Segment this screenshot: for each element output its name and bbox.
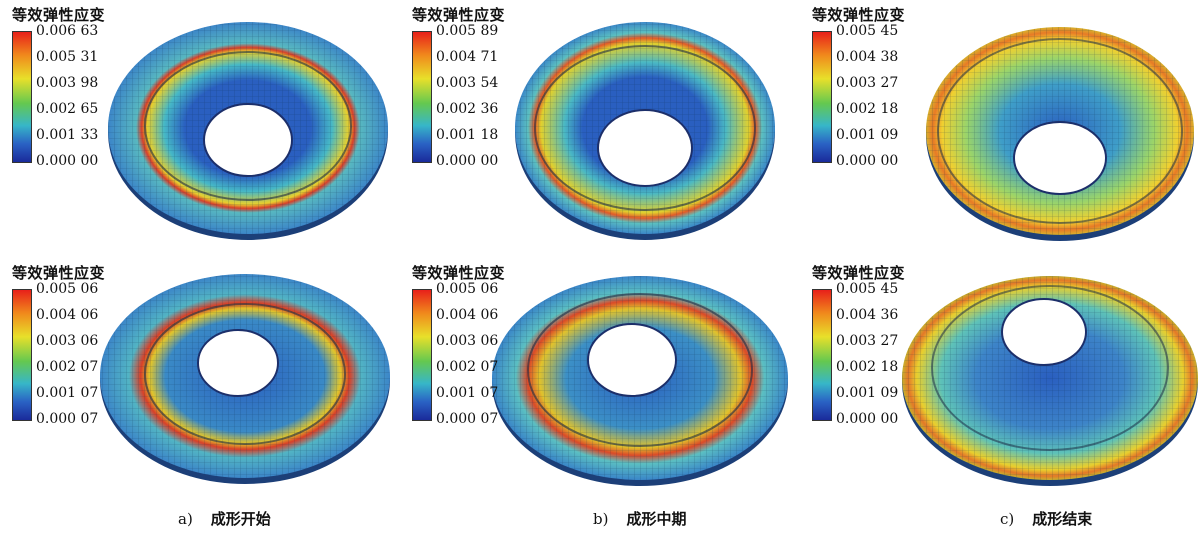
legend-tick: 0.004 71 [436, 49, 499, 65]
legend: 等效弹性应变 0.005 89 0.004 71 0.003 54 0.002 … [410, 4, 550, 169]
panel-b-bottom: 等效弹性应变 0.005 06 0.004 06 0.003 06 0.002 … [400, 258, 800, 513]
strain-contour-plot [100, 274, 390, 484]
legend: 等效弹性应变 0.006 63 0.005 31 0.003 98 0.002 … [10, 4, 150, 169]
legend-tick: 0.002 07 [436, 359, 499, 375]
legend-tick: 0.003 27 [836, 333, 899, 349]
legend-tick: 0.004 06 [436, 307, 499, 323]
legend-tick: 0.003 98 [36, 75, 99, 91]
legend-tick: 0.002 07 [36, 359, 99, 375]
legend-tick: 0.003 06 [36, 333, 99, 349]
legend-tick: 0.001 09 [836, 385, 899, 401]
legend-tick: 0.001 07 [436, 385, 499, 401]
caption-text: 成形结束 [1032, 510, 1093, 528]
legend-tick: 0.004 06 [36, 307, 99, 323]
caption-c: c) 成形结束 [1000, 508, 1092, 529]
legend: 等效弹性应变 0.005 45 0.004 38 0.003 27 0.002 … [810, 4, 950, 169]
colorbar [412, 31, 432, 163]
legend-tick: 0.005 31 [36, 49, 99, 65]
legend-tick: 0.004 38 [836, 49, 899, 65]
panel-b-top: 等效弹性应变 0.005 89 0.004 71 0.003 54 0.002 … [400, 0, 800, 255]
colorbar [412, 289, 432, 421]
legend-tick: 0.005 06 [436, 281, 499, 297]
legend-tick: 0.002 18 [836, 101, 899, 117]
strain-contour-plot [902, 276, 1198, 486]
panel-a-top: 等效弹性应变 0.006 63 0.005 31 0.003 98 0.002 … [0, 0, 400, 255]
legend-tick: 0.003 06 [436, 333, 499, 349]
legend-tick: 0.000 00 [836, 411, 899, 427]
colorbar [812, 31, 832, 163]
legend-title: 等效弹性应变 [12, 264, 106, 282]
legend-title: 等效弹性应变 [12, 6, 106, 24]
legend-tick: 0.000 07 [36, 411, 99, 427]
legend-title: 等效弹性应变 [412, 6, 506, 24]
strain-contour-plot [492, 276, 788, 486]
caption-text: 成形开始 [210, 510, 271, 528]
caption-letter: c) [1000, 510, 1015, 528]
colorbar [12, 31, 32, 163]
legend-title: 等效弹性应变 [412, 264, 506, 282]
caption-a: a) 成形开始 [178, 508, 271, 529]
caption-letter: a) [178, 510, 193, 528]
legend-tick: 0.002 36 [436, 101, 499, 117]
legend: 等效弹性应变 0.005 45 0.004 36 0.003 27 0.002 … [810, 262, 950, 427]
legend-tick: 0.001 07 [36, 385, 99, 401]
legend-tick: 0.000 07 [436, 411, 499, 427]
legend-tick: 0.002 65 [36, 101, 99, 117]
legend-tick: 0.001 33 [36, 127, 99, 143]
legend-tick: 0.000 00 [36, 153, 99, 169]
legend-tick: 0.003 27 [836, 75, 899, 91]
legend-tick: 0.000 00 [436, 153, 499, 169]
legend-title: 等效弹性应变 [812, 264, 906, 282]
strain-contour-plot [926, 27, 1194, 241]
caption-text: 成形中期 [626, 510, 687, 528]
panel-c-bottom: 等效弹性应变 0.005 45 0.004 36 0.003 27 0.002 … [800, 258, 1200, 513]
legend: 等效弹性应变 0.005 06 0.004 06 0.003 06 0.002 … [10, 262, 150, 427]
legend-tick: 0.001 09 [836, 127, 899, 143]
colorbar [812, 289, 832, 421]
panel-a-bottom: 等效弹性应变 0.005 06 0.004 06 0.003 06 0.002 … [0, 258, 400, 513]
legend-tick: 0.003 54 [436, 75, 499, 91]
legend-tick: 0.005 45 [836, 23, 899, 39]
caption-b: b) 成形中期 [593, 508, 686, 529]
caption-letter: b) [593, 510, 609, 528]
strain-contour-plot [108, 22, 388, 240]
legend-tick: 0.001 18 [436, 127, 499, 143]
panel-c-top: 等效弹性应变 0.005 45 0.004 38 0.003 27 0.002 … [800, 0, 1200, 255]
colorbar [12, 289, 32, 421]
strain-contour-plot [515, 22, 775, 240]
legend-tick: 0.006 63 [36, 23, 99, 39]
legend-tick: 0.004 36 [836, 307, 899, 323]
legend: 等效弹性应变 0.005 06 0.004 06 0.003 06 0.002 … [410, 262, 550, 427]
legend-tick: 0.002 18 [836, 359, 899, 375]
legend-tick: 0.005 89 [436, 23, 499, 39]
legend-tick: 0.000 00 [836, 153, 899, 169]
legend-title: 等效弹性应变 [812, 6, 906, 24]
legend-tick: 0.005 06 [36, 281, 99, 297]
legend-tick: 0.005 45 [836, 281, 899, 297]
